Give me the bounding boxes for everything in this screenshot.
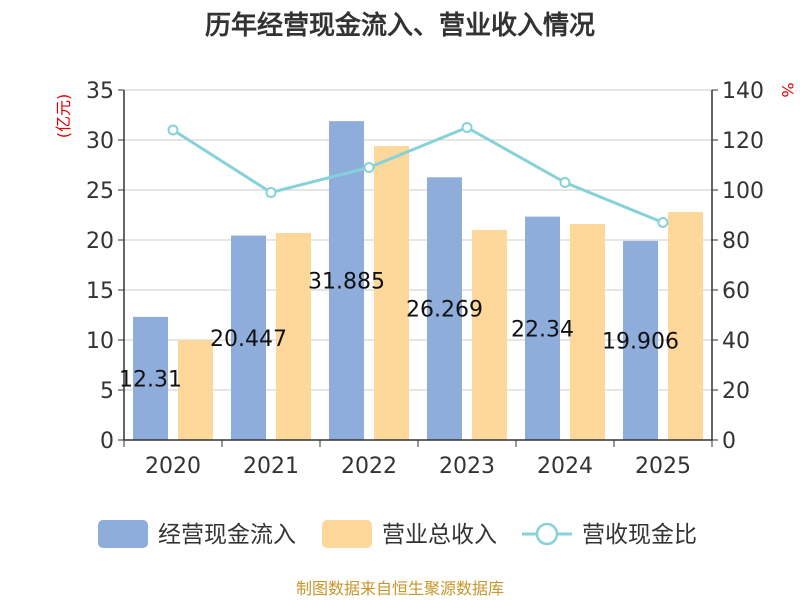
bar-value-label: 19.906: [602, 329, 679, 354]
left-axis-tick-label: 20: [86, 229, 114, 254]
x-axis-tick-label: 2024: [537, 454, 593, 479]
chart-title: 历年经营现金流入、营业收入情况: [205, 10, 595, 41]
bar-revenue: [668, 212, 703, 440]
left-axis-tick-label: 15: [86, 279, 114, 304]
x-axis-tick-label: 2021: [243, 454, 299, 479]
right-axis-tick-label: 60: [722, 279, 750, 304]
legend-label: 营收现金比: [582, 522, 697, 548]
legend-label: 经营现金流入: [158, 522, 296, 548]
right-axis-tick-label: 140: [722, 79, 764, 104]
ratio-point: [657, 217, 669, 228]
x-axis-tick-label: 2025: [635, 454, 691, 479]
right-axis-tick-label: 100: [722, 179, 764, 204]
data-labels: 12.31 20.447 31.885 26.269 22.34 19.906: [119, 270, 679, 393]
ratio-point: [461, 122, 473, 133]
right-axis-tick-label: 20: [722, 379, 750, 404]
bar-cash-inflow: [231, 235, 266, 440]
right-axis-tick-label: 120: [722, 129, 764, 154]
left-axis-unit: (亿元): [54, 94, 73, 139]
left-axis-tick-label: 10: [86, 329, 114, 354]
left-axis-tick-label: 35: [86, 79, 114, 104]
legend-label: 营业总收入: [382, 522, 497, 548]
bar-cash-inflow: [427, 177, 462, 440]
bars: [133, 121, 703, 441]
ratio-point: [363, 162, 375, 173]
ratio-point: [167, 124, 179, 136]
left-axis-tick-label: 30: [86, 129, 114, 154]
ratio-line: [167, 122, 669, 228]
right-axis-unit: %: [778, 82, 797, 97]
bar-revenue: [276, 233, 311, 440]
ratio-line-path: [172, 125, 664, 224]
left-axis-tick-label: 0: [100, 429, 114, 454]
legend-marker: [535, 522, 559, 546]
bar-value-label: 31.885: [308, 270, 385, 295]
bar-value-label: 26.269: [406, 298, 483, 323]
bar-cash-inflow: [133, 316, 168, 440]
bar-cash-inflow: [623, 240, 658, 440]
right-axis-tick-label: 0: [722, 429, 736, 454]
right-axis-tick-label: 40: [722, 329, 750, 354]
legend-swatch: [98, 520, 148, 548]
bar-revenue: [374, 146, 409, 440]
bar-value-label: 20.447: [210, 327, 287, 352]
bar-value-label: 12.31: [119, 367, 182, 392]
bar-revenue: [178, 340, 213, 440]
ratio-point: [559, 177, 571, 188]
bar-cash-inflow: [525, 216, 560, 440]
bar-value-label: 22.34: [511, 317, 574, 342]
ratio-point: [265, 187, 277, 198]
right-axis-tick-label: 80: [722, 229, 750, 254]
x-axis-tick-label: 2022: [341, 454, 397, 479]
legend: 经营现金流入 营业总收入 营收现金比: [98, 520, 697, 548]
x-axis-tick-label: 2020: [145, 454, 201, 479]
gridlines: [124, 89, 712, 391]
x-axis-tick-label: 2023: [439, 454, 495, 479]
left-axis-tick-label: 5: [100, 379, 114, 404]
legend-swatch: [322, 520, 372, 548]
bar-revenue: [472, 230, 507, 440]
source-note: 制图数据来自恒生聚源数据库: [296, 579, 504, 598]
bar-revenue: [570, 224, 605, 440]
left-axis-tick-label: 25: [86, 179, 114, 204]
